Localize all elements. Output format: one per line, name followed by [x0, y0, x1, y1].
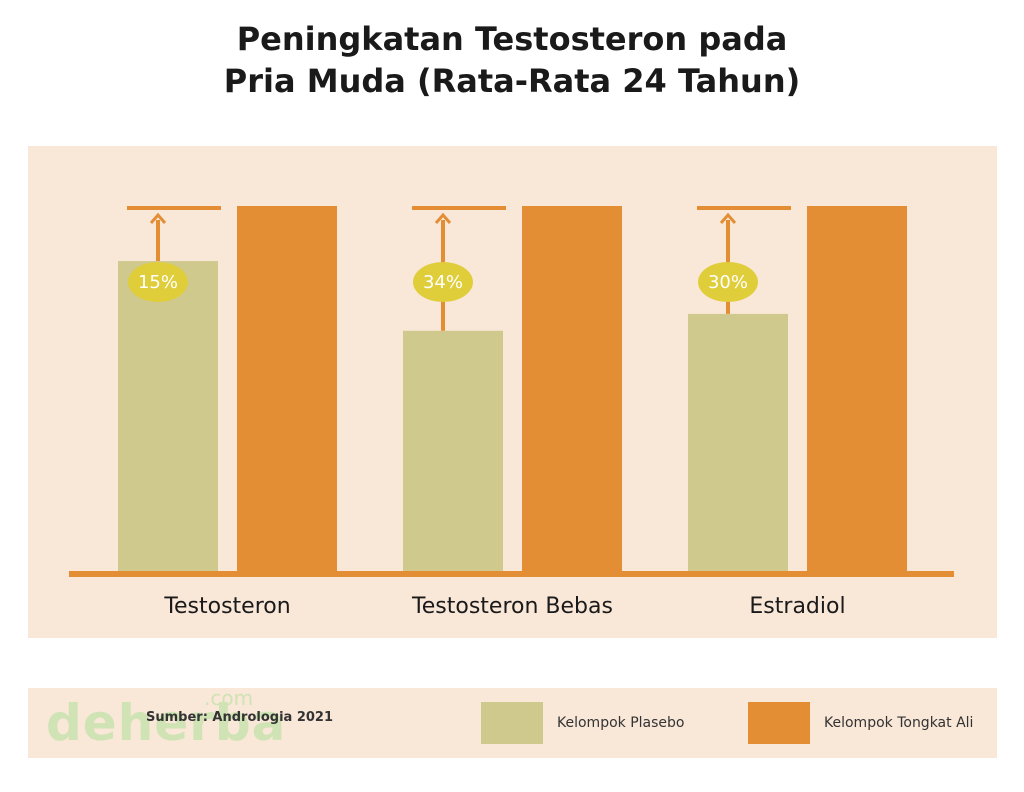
bar-tongkat-ali-0	[237, 206, 337, 573]
bar-tongkat-ali-2	[807, 206, 907, 573]
chart-title: Peningkatan Testosteron pada Pria Muda (…	[0, 18, 1024, 102]
bar-tongkat-ali-1	[522, 206, 622, 573]
percent-label-2: 30%	[708, 272, 748, 293]
bar-plasebo-1	[403, 330, 503, 573]
percent-badge-1	[413, 262, 473, 302]
footer-panel: deherba .com Sumber: Andrologia 2021 Kel…	[28, 686, 997, 758]
deherba-logo-suffix: .com	[204, 686, 254, 710]
bars-layer	[69, 206, 954, 577]
labels-layer: 15% Testosteron 34% Testosteron Bebas 30% Est…	[128, 262, 846, 619]
increase-arrow-head-1	[434, 212, 452, 224]
percent-label-1: 34%	[423, 272, 463, 293]
increase-arrow-head-2	[719, 212, 737, 224]
category-label-0: Testosteron	[163, 594, 290, 619]
percent-badge-0	[128, 262, 188, 302]
legend-label-plasebo: Kelompok Plasebo	[557, 715, 685, 731]
source-text: Sumber: Andrologia 2021	[146, 710, 334, 725]
percent-badge-2	[698, 262, 758, 302]
category-label-2: Estradiol	[749, 594, 845, 619]
legend-swatch-plasebo	[481, 702, 543, 744]
increase-arrow-head-0	[149, 212, 167, 224]
bar-plasebo-2	[688, 313, 788, 573]
legend-swatch-tongkat-ali	[748, 702, 810, 744]
category-label-1: Testosteron Bebas	[411, 594, 613, 619]
deherba-logo: deherba	[46, 694, 287, 752]
chart-title-line-1: Peningkatan Testosteron pada	[236, 20, 788, 58]
legend-label-tongkat-ali: Kelompok Tongkat Ali	[824, 715, 974, 731]
percent-label-0: 15%	[138, 272, 178, 293]
bar-plasebo-0	[118, 261, 218, 573]
chart-title-line-2: Pria Muda (Rata-Rata 24 Tahun)	[223, 62, 801, 100]
